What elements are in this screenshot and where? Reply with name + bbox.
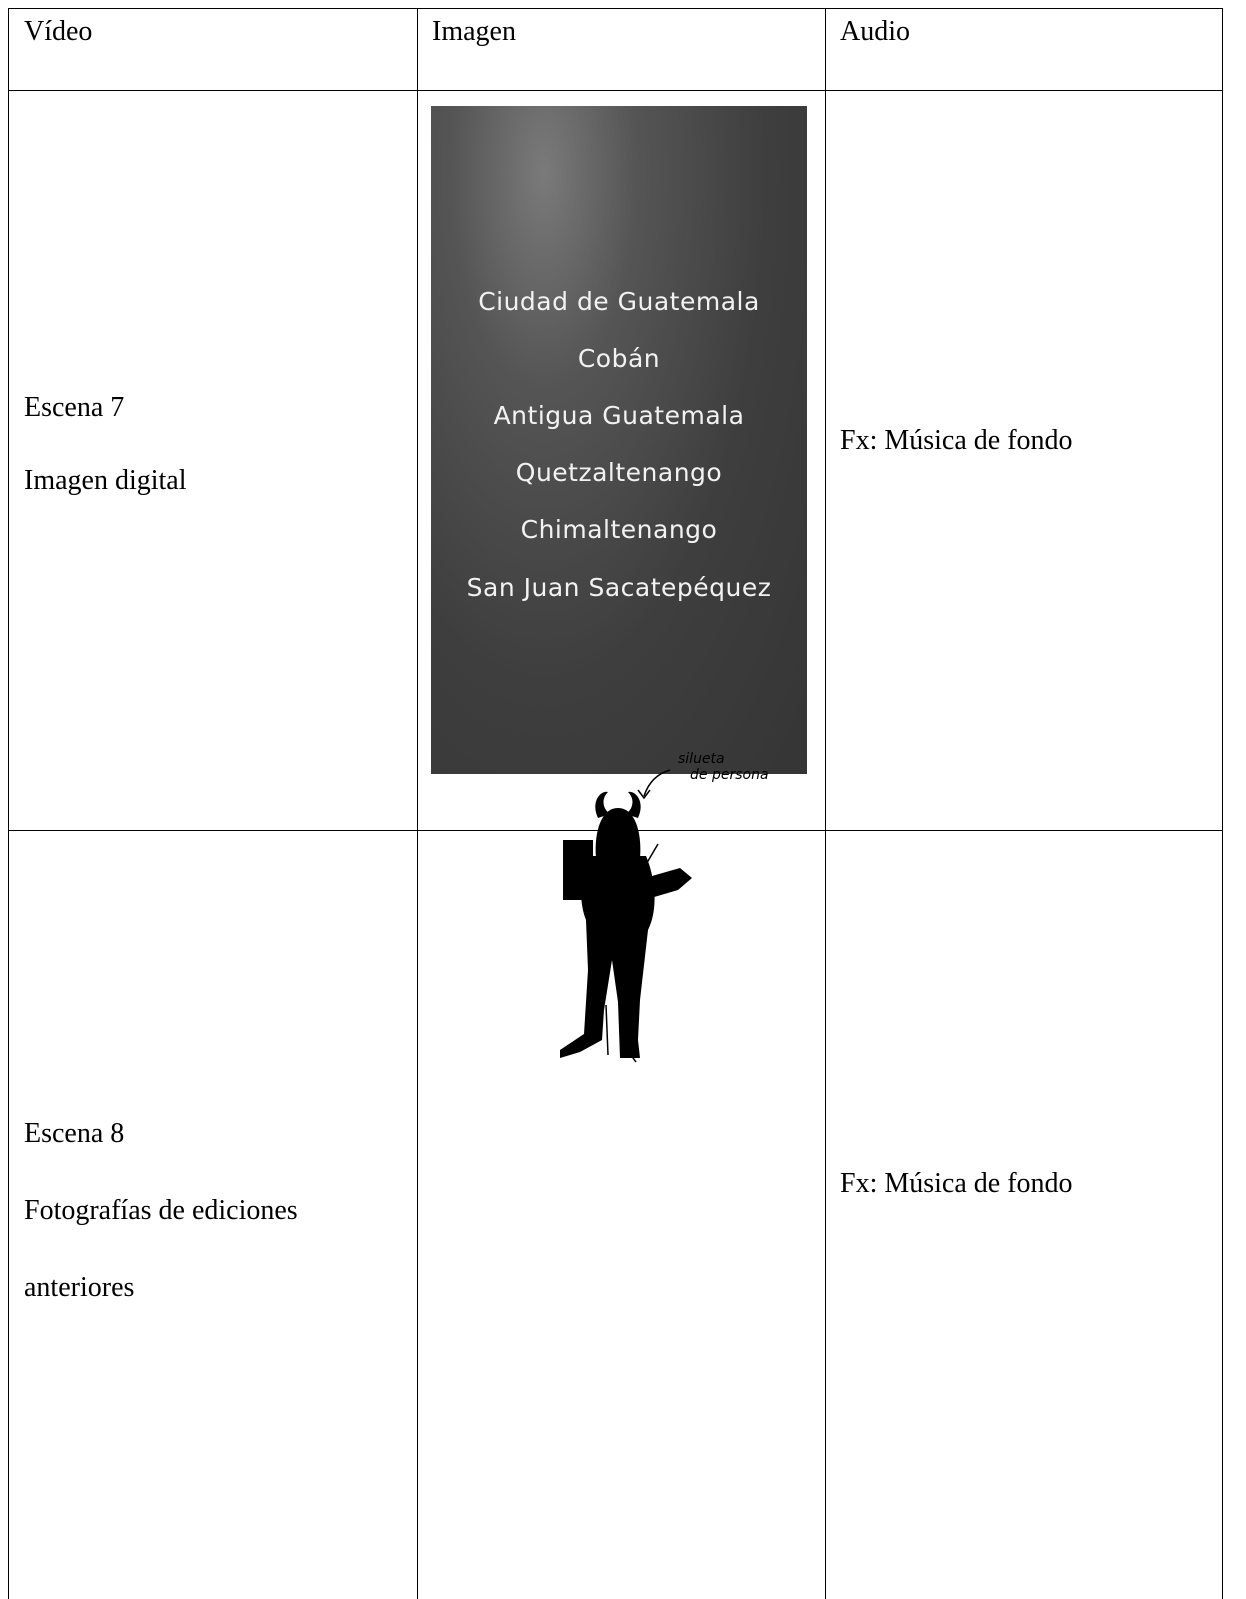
header-cell: Audio [840,16,910,47]
border-right [1222,8,1223,1599]
silhouette-sketch [560,769,692,1063]
col-divider [417,8,418,1599]
city-name: Chimaltenango [520,515,718,544]
scene-label: Escena 8 [24,1118,125,1149]
col-divider [825,8,826,1599]
city-name: Cobán [577,344,661,373]
border-top [8,8,1222,9]
city-name: Quetzaltenango [515,458,723,487]
scene-description: Imagen digital [24,465,187,496]
border-left [8,8,9,1599]
city-name: Ciudad de Guatemala [478,287,760,316]
scene-label: Escena 7 [24,392,125,423]
header-cell: Imagen [432,16,516,47]
row-divider [8,90,1222,91]
city-name: Antigua Guatemala [493,401,745,430]
audio-cell: Fx: Música de fondo [840,1168,1073,1199]
scene-description: Fotografías de ediciones anteriores [24,1195,298,1303]
annotation: de persona [690,767,769,783]
annotation: silueta [678,751,725,767]
digital-image: Ciudad de Guatemala Cobán Antigua Guatem… [431,106,807,774]
city-name: San Juan Sacatepéquez [466,573,772,602]
audio-cell: Fx: Música de fondo [840,425,1073,456]
header-cell: Vídeo [24,16,93,47]
